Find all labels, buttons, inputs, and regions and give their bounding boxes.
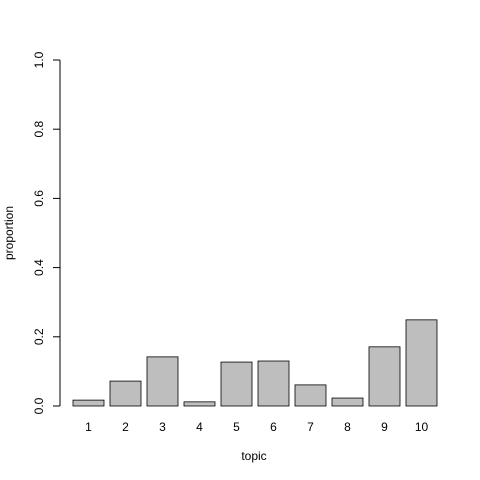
bar <box>220 361 253 407</box>
bar <box>257 360 290 407</box>
x-tick-label: 5 <box>233 420 240 434</box>
bar <box>183 401 216 407</box>
x-tick-label: 10 <box>415 420 429 434</box>
x-tick-label: 7 <box>307 420 314 434</box>
bar <box>405 319 438 407</box>
y-axis-label: proportion <box>2 206 16 260</box>
x-tick-label: 8 <box>344 420 351 434</box>
x-tick-label: 4 <box>196 420 203 434</box>
x-tick-label: 3 <box>159 420 166 434</box>
y-tick-label: 0.8 <box>32 121 46 138</box>
x-tick-label: 2 <box>122 420 129 434</box>
y-tick-label: 0.6 <box>32 190 46 207</box>
y-tick-label: 0.0 <box>32 397 46 414</box>
x-tick-label: 6 <box>270 420 277 434</box>
x-tick-label: 1 <box>85 420 92 434</box>
x-tick-label: 9 <box>381 420 388 434</box>
bar <box>146 356 179 407</box>
bar <box>72 399 105 407</box>
bar <box>331 397 364 407</box>
y-tick-label: 1.0 <box>32 51 46 68</box>
bar <box>109 380 142 407</box>
y-tick-label: 0.2 <box>32 328 46 345</box>
x-axis-label: topic <box>241 449 266 463</box>
bar <box>368 346 401 407</box>
bar <box>294 384 327 407</box>
y-tick-label: 0.4 <box>32 259 46 276</box>
